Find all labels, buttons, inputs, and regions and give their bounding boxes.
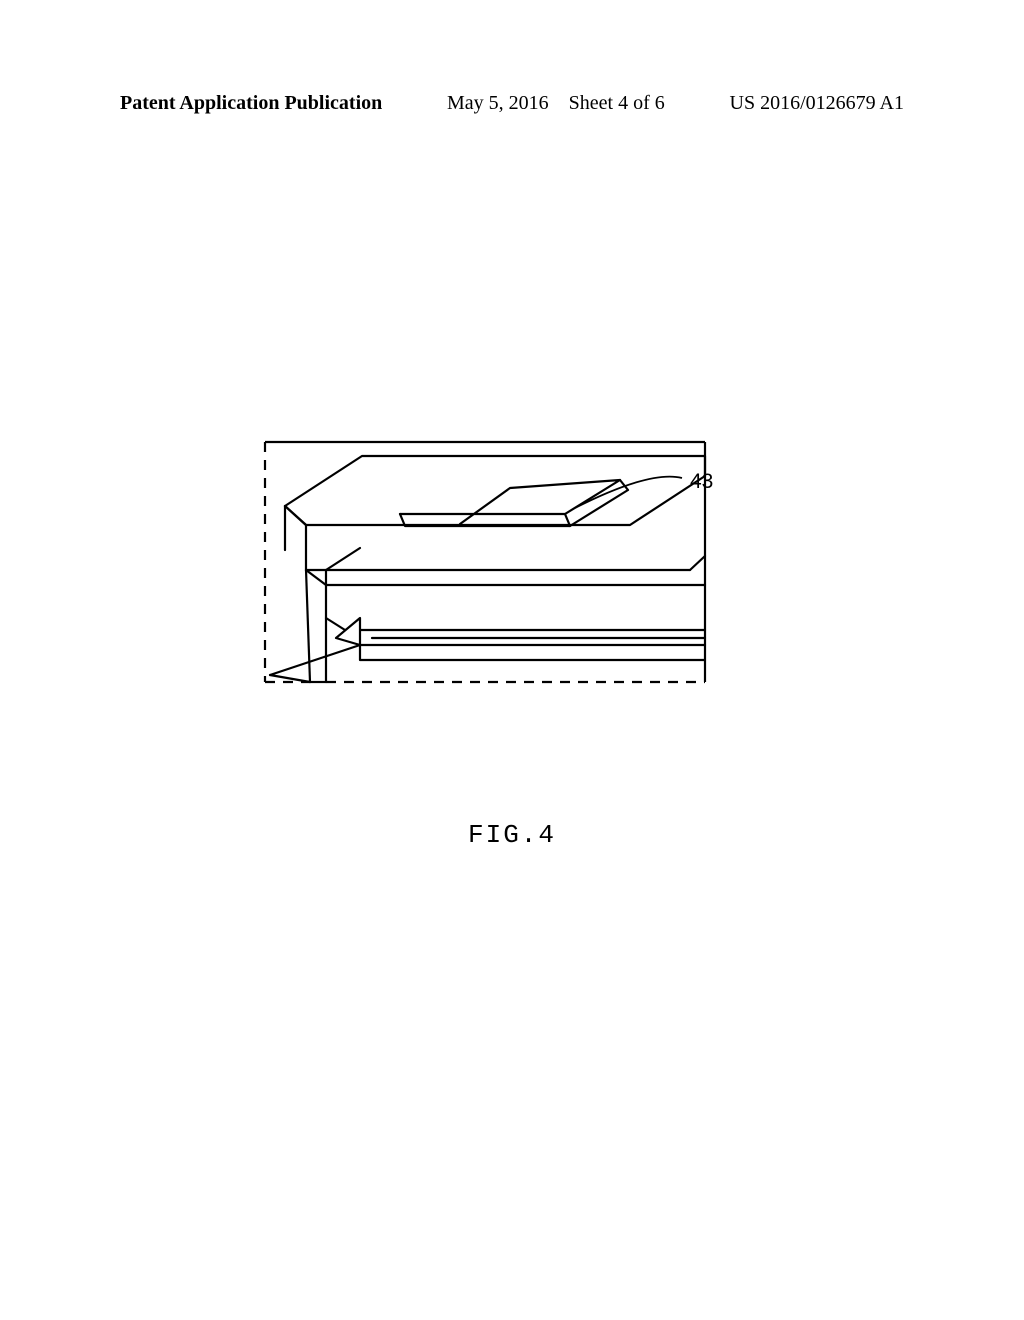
header-center: May 5, 2016 Sheet 4 of 6: [447, 92, 665, 115]
publication-date: May 5, 2016: [447, 92, 549, 114]
publication-type: Patent Application Publication: [120, 92, 382, 115]
page-header: Patent Application Publication May 5, 20…: [0, 92, 1024, 115]
reference-number-43: 43: [690, 470, 713, 494]
sheet-number: Sheet 4 of 6: [569, 92, 665, 114]
figure-label: FIG.4: [0, 820, 1024, 850]
publication-number: US 2016/0126679 A1: [730, 92, 904, 115]
